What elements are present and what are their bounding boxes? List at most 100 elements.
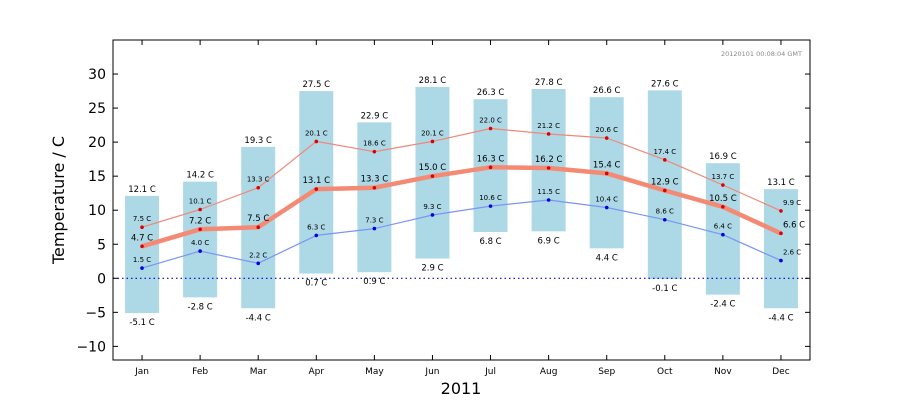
point-label: 6.3 C — [307, 223, 325, 231]
point-label: 11.5 C — [537, 188, 560, 196]
x-tick-label: Feb — [192, 367, 208, 377]
y-tick-label: −10 — [76, 339, 106, 355]
x-tick-label: May — [365, 367, 384, 377]
series-point — [604, 205, 609, 210]
point-label: 20.6 C — [595, 126, 618, 134]
series-point — [140, 225, 144, 230]
point-label: 21.2 C — [537, 122, 560, 130]
point-label: 4.0 C — [191, 239, 209, 247]
max-label: 27.8 C — [535, 78, 563, 88]
min-label: -4.4 C — [768, 313, 793, 323]
min-label: 6.8 C — [479, 237, 501, 247]
series-line-0 — [141, 127, 782, 228]
point-label: 9.3 C — [423, 203, 441, 211]
x-tick-label: Sep — [598, 367, 615, 377]
y-tick-label: 20 — [88, 135, 106, 151]
series-point — [198, 207, 202, 212]
min-label: 0.7 C — [305, 279, 327, 289]
point-label: 1.5 C — [133, 256, 151, 264]
max-label: 27.6 C — [651, 79, 679, 89]
y-tick-label: 5 — [97, 237, 106, 253]
range-bar-feb — [183, 181, 218, 298]
series-point — [140, 266, 144, 270]
x-tick-label: Jan — [134, 367, 149, 377]
y-tick-label: 30 — [88, 67, 106, 83]
min-label: -2.4 C — [710, 300, 735, 310]
point-label: 4.7 C — [131, 233, 153, 243]
series-line-2 — [141, 199, 782, 269]
series-point — [372, 185, 377, 190]
range-bar-jan — [125, 195, 160, 314]
plot-frame — [112, 39, 811, 361]
min-label: -2.8 C — [188, 302, 213, 312]
series-point — [604, 171, 609, 176]
x-axis-label: 2011 — [441, 379, 482, 398]
point-label: 7.5 C — [247, 214, 269, 224]
series-point — [488, 165, 493, 170]
y-tick-label: 0 — [97, 271, 106, 287]
axes-layer: −10 −5 0 5 10 15 20 25 30 Jan Feb Mar Apr May Jun Jul Au… — [76, 40, 810, 377]
data-labels-layer: 12.1 C -5.1 C 14.2 C -2.8 C 19.3 C -4.4 C 27.5… — [128, 76, 805, 328]
min-label: -4.4 C — [246, 313, 271, 323]
range-bar-oct — [647, 90, 682, 279]
range-bar-dec — [763, 189, 798, 309]
max-label: 22.9 C — [361, 111, 389, 121]
series-point — [488, 204, 493, 208]
max-label: 13.1 C — [767, 178, 795, 188]
series-point — [662, 188, 667, 193]
point-label: 22.0 C — [479, 117, 502, 125]
point-label: 7.2 C — [189, 216, 211, 226]
min-label: -0.1 C — [652, 284, 677, 294]
series-point — [779, 209, 783, 213]
series-point — [256, 225, 261, 230]
x-tick-label: Apr — [309, 367, 325, 377]
range-bar-aug — [531, 89, 566, 232]
point-label: 8.6 C — [656, 208, 674, 216]
x-tick-label: Jun — [424, 367, 439, 377]
point-label: 13.3 C — [247, 176, 270, 184]
point-label: 6.6 C — [783, 220, 805, 230]
min-label: 2.9 C — [421, 264, 443, 274]
point-label: 7.3 C — [365, 217, 383, 225]
max-label: 26.6 C — [593, 86, 621, 96]
series-point — [488, 126, 493, 131]
min-label: -5.1 C — [129, 318, 154, 328]
y-tick-label: 10 — [88, 203, 106, 219]
min-label: 4.4 C — [596, 253, 618, 263]
max-label: 19.3 C — [244, 136, 272, 146]
point-label: 13.3 C — [361, 175, 389, 185]
point-label: 17.4 C — [653, 148, 676, 156]
series-point — [779, 231, 783, 236]
point-label: 10.6 C — [479, 194, 502, 202]
min-label: 6.9 C — [538, 236, 560, 246]
point-label: 18.6 C — [363, 140, 386, 148]
y-tick-label: 25 — [88, 101, 106, 117]
max-label: 28.1 C — [419, 76, 447, 86]
x-tick-label: Mar — [250, 367, 267, 377]
series-point — [256, 185, 261, 190]
max-label: 12.1 C — [128, 185, 156, 195]
x-tick-label: Dec — [772, 367, 789, 377]
x-tick-label: Jul — [484, 367, 496, 377]
point-label: 13.7 C — [712, 173, 735, 181]
series-point — [256, 261, 261, 266]
x-tick-label: Nov — [714, 367, 732, 377]
point-label: 20.1 C — [305, 129, 328, 137]
series-point — [140, 244, 144, 249]
series-point — [430, 174, 435, 178]
point-label: 15.0 C — [419, 163, 447, 173]
series-point — [372, 226, 377, 231]
series-point — [604, 136, 609, 140]
series-point — [372, 149, 377, 154]
max-label: 16.9 C — [709, 152, 737, 162]
max-label: 26.3 C — [477, 88, 505, 98]
series-point — [198, 227, 202, 232]
series-point — [779, 258, 783, 263]
point-label: 7.5 C — [133, 215, 151, 223]
point-label: 2.2 C — [249, 251, 267, 259]
timestamp-label: 20120101 00:08:04 GMT — [721, 50, 802, 58]
point-label: 10.5 C — [709, 194, 737, 204]
series-point — [430, 139, 435, 144]
point-label: 10.1 C — [189, 198, 212, 206]
